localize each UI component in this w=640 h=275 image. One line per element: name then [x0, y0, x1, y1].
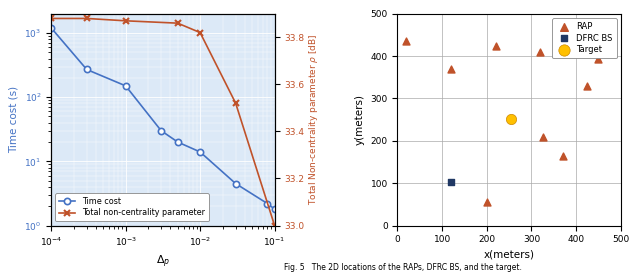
Time cost — [196, 150, 204, 154]
Time cost — [157, 129, 165, 132]
Total non-centrality parameter — [232, 101, 239, 105]
RAP — [535, 50, 545, 54]
Time cost — [122, 84, 129, 87]
RAP — [582, 84, 593, 88]
RAP — [401, 39, 412, 43]
Text: Fig. 5   The 2D locations of the RAPs, DFRC BS, and the target.: Fig. 5 The 2D locations of the RAPs, DFR… — [284, 263, 522, 271]
RAP — [446, 67, 456, 71]
Total non-centrality parameter — [271, 224, 278, 227]
Time cost — [47, 26, 55, 30]
Total non-centrality parameter — [122, 19, 129, 23]
RAP — [557, 153, 568, 158]
Y-axis label: Total Non-centrality parameter $\rho$ [dB]: Total Non-centrality parameter $\rho$ [d… — [307, 34, 320, 205]
Legend: RAP, DFRC BS, Target: RAP, DFRC BS, Target — [552, 18, 616, 58]
Total non-centrality parameter — [174, 21, 182, 25]
Line: Time cost: Time cost — [48, 25, 278, 212]
Time cost — [232, 182, 239, 185]
Target — [506, 117, 516, 121]
Total non-centrality parameter — [83, 17, 91, 20]
Time cost — [83, 68, 91, 71]
Legend: Time cost, Total non-centrality parameter: Time cost, Total non-centrality paramete… — [55, 193, 209, 221]
Total non-centrality parameter — [196, 31, 204, 34]
X-axis label: x(meters): x(meters) — [484, 250, 534, 260]
RAP — [482, 200, 492, 204]
Time cost — [271, 207, 278, 211]
Total non-centrality parameter — [47, 17, 55, 20]
RAP — [538, 135, 548, 140]
RAP — [593, 57, 604, 61]
X-axis label: $\Delta_p$: $\Delta_p$ — [156, 253, 170, 270]
Y-axis label: Time cost (s): Time cost (s) — [9, 86, 19, 153]
Time cost — [264, 202, 271, 205]
Y-axis label: y(meters): y(meters) — [355, 94, 365, 145]
DFRC BS — [446, 180, 456, 184]
Time cost — [174, 140, 182, 144]
RAP — [491, 43, 501, 48]
Line: Total non-centrality parameter: Total non-centrality parameter — [48, 15, 278, 229]
